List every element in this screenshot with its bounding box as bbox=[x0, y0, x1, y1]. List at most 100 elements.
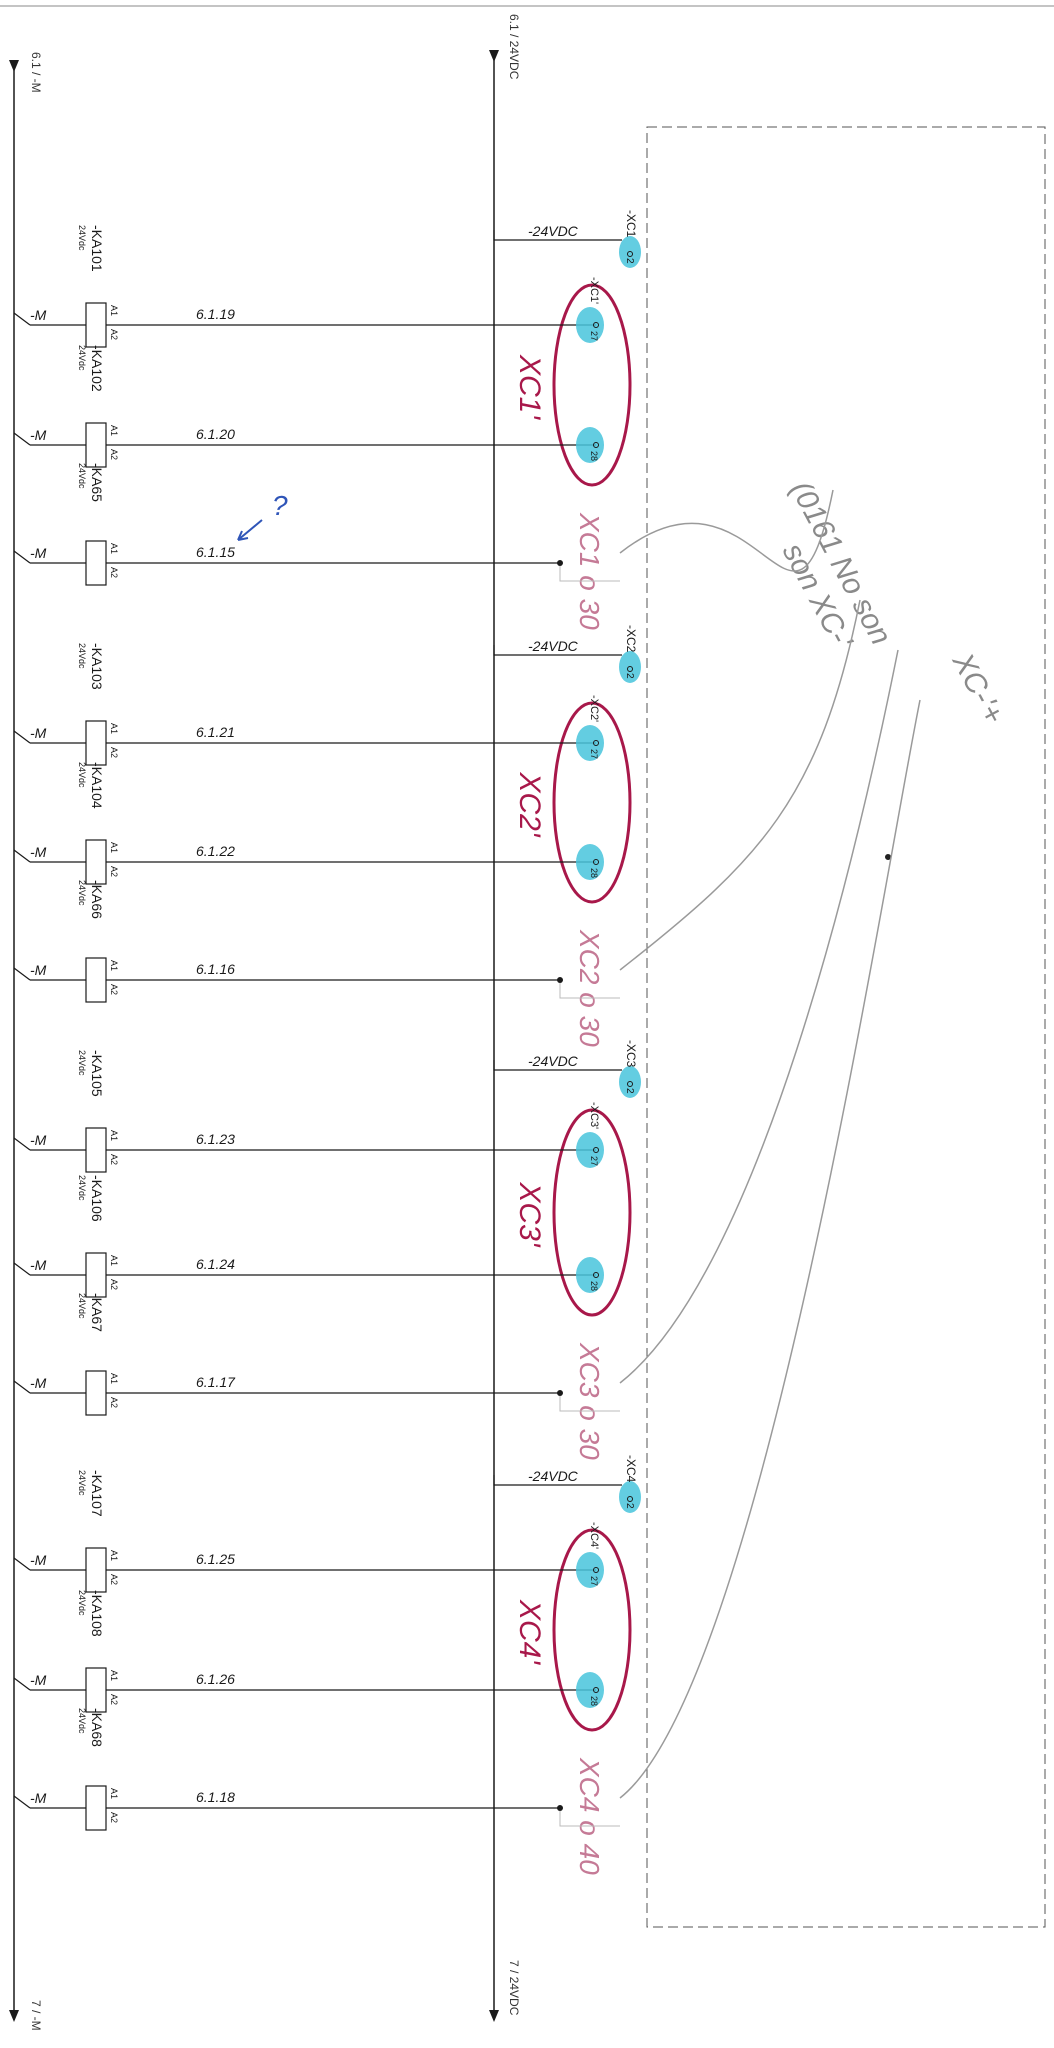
supply-label: -24VDC bbox=[528, 638, 579, 654]
spare-terminal-sketch bbox=[559, 563, 620, 582]
pin-a1-label: A1 bbox=[109, 1130, 119, 1141]
oval-handwritten-label: XC4' bbox=[513, 1599, 546, 1665]
pin-a2-label: A2 bbox=[109, 1397, 119, 1408]
pin-a1-label: A1 bbox=[109, 723, 119, 734]
m-label: -M bbox=[30, 962, 47, 978]
terminal-highlight bbox=[576, 725, 604, 761]
relay-rating: 24Vdc bbox=[77, 345, 87, 371]
relay-tag: -KA105 bbox=[89, 1050, 105, 1097]
relay-coil-box bbox=[85, 720, 107, 766]
relay-tag: -KA102 bbox=[89, 345, 105, 392]
relay-coil-box bbox=[85, 957, 107, 1003]
terminal-pin-icon bbox=[593, 322, 599, 328]
m-rail-label-top: 6.1 / -M bbox=[29, 52, 43, 93]
cross-reference: 6.1.23 bbox=[196, 1131, 235, 1147]
cabinet-dashed-frame bbox=[646, 126, 1046, 1928]
terminal-pin-number: 27 bbox=[589, 331, 599, 341]
pin-a2-label: A2 bbox=[109, 1279, 119, 1290]
relay-rating: 24Vdc bbox=[77, 1293, 87, 1319]
supply-terminal-pin-icon bbox=[627, 1496, 633, 1502]
relay-rating: 24Vdc bbox=[77, 762, 87, 788]
pencil-connection-curve bbox=[619, 699, 921, 1799]
relay-coil-box bbox=[85, 1667, 107, 1713]
terminal-pin-number: 27 bbox=[589, 1576, 599, 1586]
supply-terminal-tag: -XC4 bbox=[624, 1455, 638, 1483]
cross-reference: 6.1.15 bbox=[196, 544, 235, 560]
vdc-rail-arrow-top bbox=[489, 50, 499, 62]
relay-coil-box bbox=[85, 1785, 107, 1831]
relay-tag: -KA67 bbox=[89, 1293, 105, 1332]
terminal-pin-icon bbox=[593, 740, 599, 746]
spare-terminal-sketch bbox=[559, 1808, 620, 1827]
cross-reference: 6.1.26 bbox=[196, 1671, 235, 1687]
terminal-pin-number: 28 bbox=[589, 868, 599, 878]
m-branch-line bbox=[13, 1262, 31, 1276]
vdc-rail-label-top: 6.1 / 24VDC bbox=[507, 14, 521, 80]
group-2: -24VDC -XC2 2 XC2' XC2 o 30 -M-KA10324VdcA2A1… bbox=[13, 599, 861, 1047]
pencil-connection-curve bbox=[619, 649, 899, 1384]
vdc-rail-arrow-bottom bbox=[489, 2010, 499, 2022]
relay-tag: -KA101 bbox=[89, 225, 105, 272]
terminal-oval bbox=[552, 1528, 632, 1732]
m-branch-line bbox=[13, 1137, 31, 1151]
spare-wire-end-icon bbox=[557, 1805, 563, 1811]
relay-coil-box bbox=[85, 422, 107, 468]
m-branch-line bbox=[13, 967, 31, 981]
pin-a2-label: A2 bbox=[109, 449, 119, 460]
terminal-tag: -XC3' bbox=[588, 1102, 600, 1129]
m-label: -M bbox=[30, 307, 47, 323]
spare-wire-end-icon bbox=[557, 560, 563, 566]
pin-a1-label: A1 bbox=[109, 425, 119, 436]
vdc-rail-label-bottom: 7 / 24VDC bbox=[507, 1960, 521, 2016]
m-branch-line bbox=[13, 432, 31, 446]
terminal-pin-number: 27 bbox=[589, 749, 599, 759]
supply-branch-line bbox=[493, 230, 622, 241]
pin-a1-label: A1 bbox=[109, 1255, 119, 1266]
terminal-oval bbox=[552, 701, 632, 904]
relay-coil-box bbox=[85, 1547, 107, 1593]
spare-terminal-label: XC4 o 40 bbox=[574, 1757, 605, 1875]
supply-terminal-pin: 2 bbox=[624, 673, 635, 679]
supply-branch-line bbox=[493, 1475, 622, 1486]
terminal-pin-number: 28 bbox=[589, 451, 599, 461]
supply-label: -24VDC bbox=[528, 1053, 579, 1069]
relay-rating: 24Vdc bbox=[77, 643, 87, 669]
terminal-pin-icon bbox=[593, 859, 599, 865]
relay-coil-box bbox=[85, 1370, 107, 1416]
supply-branch-line bbox=[493, 1060, 622, 1071]
oval-handwritten-label: XC1' bbox=[513, 354, 546, 420]
relay-rating: 24Vdc bbox=[77, 1470, 87, 1496]
pin-a2-label: A2 bbox=[109, 567, 119, 578]
supply-terminal-tag: -XC2 bbox=[624, 625, 638, 653]
terminal-highlight bbox=[576, 307, 604, 343]
relay-coil-box bbox=[85, 1127, 107, 1173]
terminal-pin-number: 28 bbox=[589, 1281, 599, 1291]
pin-a1-label: A1 bbox=[109, 842, 119, 853]
m-branch-line bbox=[13, 730, 31, 744]
cross-reference: 6.1.17 bbox=[196, 1374, 236, 1390]
pin-a1-label: A1 bbox=[109, 1670, 119, 1681]
spare-terminal-label: XC2 o 30 bbox=[574, 929, 605, 1047]
oval-handwritten-label: XC2' bbox=[513, 772, 546, 838]
relay-rating: 24Vdc bbox=[77, 880, 87, 906]
pin-a2-label: A2 bbox=[109, 984, 119, 995]
m-branch-line bbox=[13, 1677, 31, 1691]
supply-terminal-pin-icon bbox=[627, 1081, 633, 1087]
cross-reference: 6.1.18 bbox=[196, 1789, 235, 1805]
cross-reference: 6.1.19 bbox=[196, 306, 235, 322]
supply-terminal-tag: -XC1 bbox=[624, 210, 638, 238]
pin-a2-label: A2 bbox=[109, 866, 119, 877]
terminal-highlight bbox=[576, 427, 604, 463]
relay-coil-box bbox=[85, 540, 107, 586]
relay-tag: -KA108 bbox=[89, 1590, 105, 1637]
cross-reference: 6.1.25 bbox=[196, 1551, 235, 1567]
